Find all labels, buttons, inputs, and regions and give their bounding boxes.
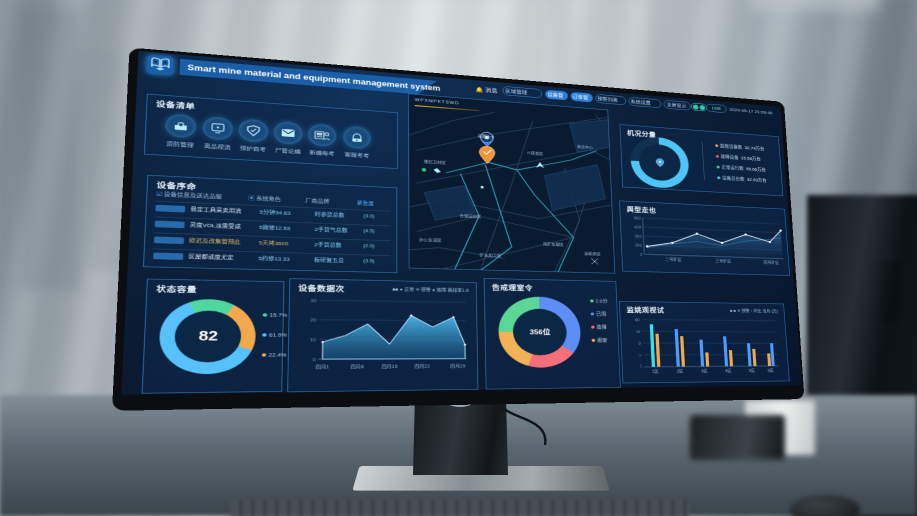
svg-text:四号矿区: 四号矿区	[763, 260, 779, 265]
svg-text:>: >	[639, 354, 642, 359]
svg-text:2区: 2区	[677, 369, 684, 374]
svg-text:4区: 4区	[725, 369, 732, 374]
svg-text:30: 30	[310, 299, 316, 304]
svg-text:0: 0	[640, 253, 643, 258]
svg-text:四月1: 四月1	[316, 365, 330, 370]
svg-text:四月15: 四月15	[382, 365, 398, 370]
svg-text:300: 300	[634, 234, 641, 239]
svg-text:0: 0	[638, 342, 641, 347]
svg-text:200: 200	[635, 244, 642, 249]
svg-text:四月22: 四月22	[414, 364, 430, 369]
svg-text:5区: 5区	[749, 369, 755, 374]
svg-text:6区: 6区	[768, 369, 774, 373]
svg-text:四月29: 四月29	[450, 364, 465, 369]
svg-text:60: 60	[635, 318, 640, 323]
svg-text:三号矿区: 三号矿区	[715, 258, 731, 264]
svg-text:1区: 1区	[652, 370, 659, 375]
svg-text:10: 10	[310, 338, 316, 343]
svg-text:0: 0	[313, 358, 316, 363]
svg-text:400: 400	[634, 225, 641, 230]
svg-text:3区: 3区	[701, 369, 708, 374]
svg-text:20: 20	[310, 318, 316, 323]
svg-text:四月8: 四月8	[350, 365, 363, 370]
svg-text:二号矿区: 二号矿区	[665, 257, 682, 263]
svg-text:(: (	[640, 364, 642, 369]
svg-text:500: 500	[634, 216, 641, 221]
svg-text:W: W	[636, 330, 640, 335]
